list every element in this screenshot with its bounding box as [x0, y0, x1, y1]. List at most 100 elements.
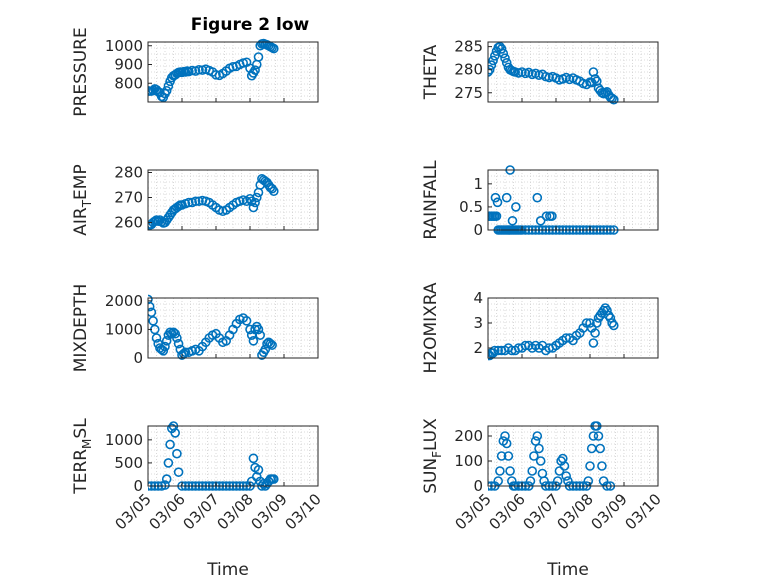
data-point	[248, 336, 259, 346]
data-point	[583, 476, 594, 486]
data-point	[248, 202, 259, 213]
x-tick-label: 03/05	[112, 490, 155, 533]
data-point	[488, 64, 495, 75]
series-h2omixra	[488, 303, 619, 361]
data-point	[527, 466, 538, 476]
y-axis-label: RAINFALL	[421, 160, 441, 240]
data-point	[593, 431, 604, 441]
data-point	[488, 67, 493, 77]
data-point	[170, 428, 180, 438]
y-tick-label: 1000	[105, 431, 143, 449]
series-air_temp	[148, 173, 279, 230]
data-point	[250, 65, 260, 75]
data-point	[552, 476, 563, 486]
data-point	[180, 347, 191, 358]
data-point	[161, 474, 172, 484]
data-point	[608, 94, 619, 105]
y-tick-label: 2	[473, 339, 483, 357]
x-tick-label: 03/06	[146, 490, 189, 533]
data-point	[488, 60, 497, 70]
y-axis-label-main: PRESSURE	[71, 27, 91, 116]
x-tick-label: 03/08	[554, 490, 597, 533]
data-point	[532, 431, 543, 441]
data-point	[608, 320, 619, 331]
data-point	[258, 478, 269, 489]
axes-box	[487, 169, 659, 231]
data-point	[602, 305, 612, 316]
data-point	[595, 443, 606, 454]
data-point	[590, 74, 600, 84]
data-point	[588, 338, 599, 348]
data-point	[489, 51, 500, 61]
x-tick-label: 03/10	[282, 490, 325, 533]
data-point	[505, 466, 515, 476]
data-point	[148, 307, 157, 318]
data-point	[172, 333, 182, 343]
data-point	[525, 476, 536, 486]
data-point	[493, 476, 504, 486]
data-point	[496, 44, 507, 54]
data-point	[251, 192, 262, 203]
data-point	[489, 345, 500, 356]
data-point	[507, 215, 518, 226]
data-point	[588, 431, 599, 441]
data-point	[170, 328, 180, 339]
data-point	[190, 196, 201, 207]
y-tick-label: 0	[133, 349, 143, 367]
data-point	[541, 211, 552, 221]
y-axis-label-main: THETA	[421, 44, 441, 100]
y-axis-label: AIRTEMP	[71, 164, 94, 235]
data-point	[184, 197, 194, 208]
axes-box	[487, 41, 659, 103]
data-point	[492, 197, 503, 208]
data-point	[535, 215, 546, 226]
subplot-h2omixra: 2 3 4 H2OMIXRA	[421, 282, 659, 374]
y-tick-label: 270	[114, 189, 143, 207]
data-point	[503, 451, 514, 461]
y-tick-label: 1000	[105, 37, 143, 55]
data-point	[554, 466, 565, 476]
y-axis-label-main: H2OMIXRA	[421, 282, 441, 373]
x-axis-label: Time	[546, 560, 589, 580]
data-point	[585, 318, 595, 328]
y-axis-label-subscript: T	[80, 199, 94, 208]
y-tick-label: 100	[454, 452, 483, 470]
data-point	[163, 81, 174, 91]
data-point	[581, 318, 592, 328]
data-point	[253, 52, 264, 62]
data-point	[151, 333, 162, 343]
data-point	[194, 64, 204, 75]
y-tick-label: 1000	[105, 320, 143, 338]
y-axis-label: TERRMSL	[71, 418, 94, 495]
y-tick-label: 4	[473, 289, 483, 307]
data-point	[501, 438, 512, 449]
data-point	[534, 443, 544, 454]
data-point	[268, 474, 279, 484]
data-point	[248, 453, 259, 464]
data-point	[172, 448, 182, 459]
data-point	[591, 318, 602, 328]
y-axis-label-subscript: M	[80, 439, 94, 449]
data-point	[160, 341, 170, 352]
x-tick-label: 03/08	[214, 490, 257, 533]
y-tick-label: 260	[114, 214, 143, 232]
y-axis-label: PRESSURE	[71, 27, 91, 116]
data-point	[165, 327, 175, 338]
y-axis-label: MIXDEPTH	[71, 284, 91, 373]
x-tick-label: 03/05	[452, 490, 495, 533]
axes-box	[147, 41, 319, 103]
data-point	[498, 48, 509, 59]
data-point	[265, 338, 276, 349]
data-point	[173, 467, 184, 477]
y-tick-label: 0	[473, 221, 483, 239]
data-point	[255, 330, 266, 340]
data-point	[148, 294, 153, 305]
y-axis-label-main: MIXDEPTH	[71, 284, 91, 373]
y-tick-label: 1	[473, 175, 483, 193]
y-axis-label-main: RAINFALL	[421, 160, 441, 240]
series-theta	[488, 41, 619, 105]
data-point	[532, 192, 543, 203]
